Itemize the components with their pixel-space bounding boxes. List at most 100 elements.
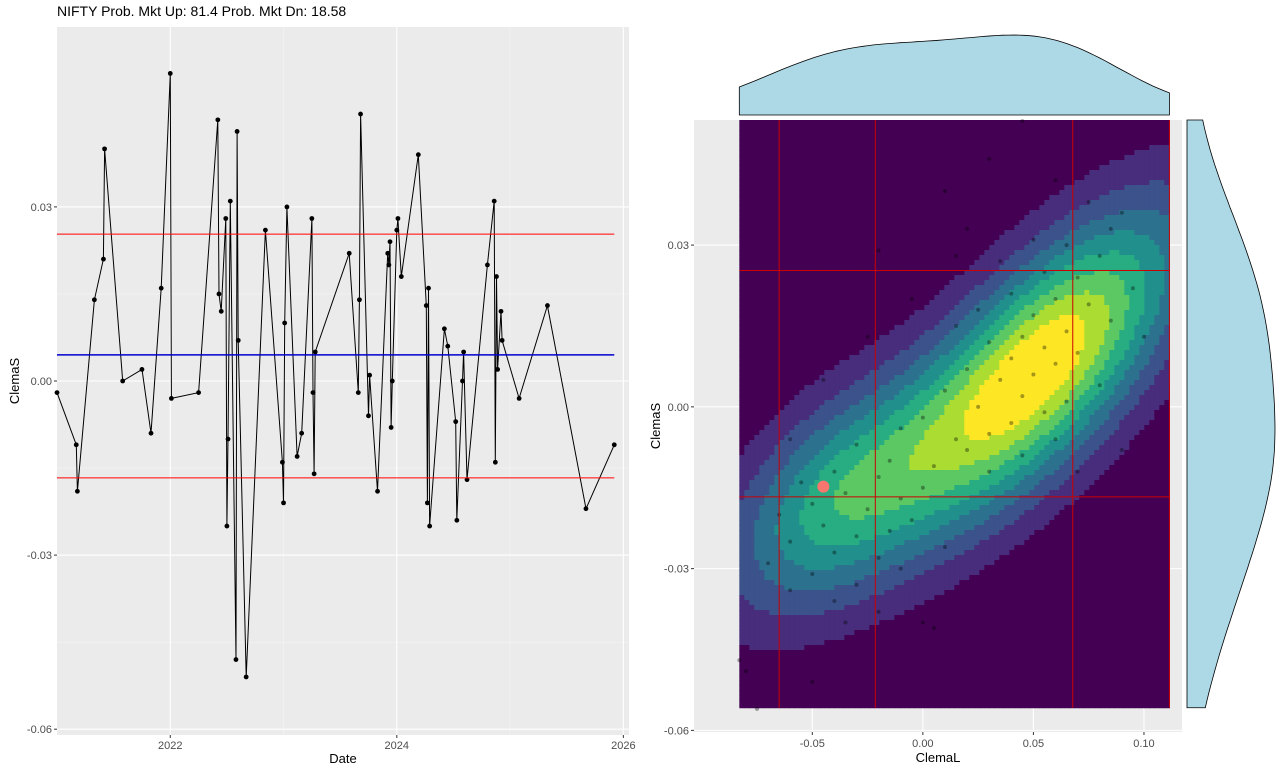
- density-cell: [924, 215, 930, 221]
- density-cell: [919, 590, 925, 596]
- density-cell: [824, 230, 830, 236]
- density-cell: [859, 190, 865, 196]
- density-cell: [764, 505, 770, 511]
- density-cell: [769, 400, 775, 406]
- density-cell: [814, 510, 820, 516]
- density-cell: [849, 570, 855, 576]
- density-cell: [849, 515, 855, 521]
- density-cell: [809, 280, 815, 286]
- density-cell: [754, 130, 760, 136]
- density-cell: [884, 390, 890, 396]
- density-cell: [929, 660, 935, 666]
- density-cell: [744, 175, 750, 181]
- density-cell: [939, 625, 945, 631]
- density-cell: [929, 150, 935, 156]
- density-cell: [769, 355, 775, 361]
- density-cell: [889, 310, 895, 316]
- density-cell: [769, 340, 775, 346]
- density-cell: [759, 275, 765, 281]
- density-cell: [899, 220, 905, 226]
- density-cell: [889, 380, 895, 386]
- density-cell: [814, 225, 820, 231]
- density-cell: [839, 450, 845, 456]
- density-cell: [744, 245, 750, 251]
- density-cell: [914, 500, 920, 506]
- density-cell: [809, 630, 815, 636]
- density-cell: [794, 560, 800, 566]
- data-point: [294, 454, 300, 459]
- density-cell: [824, 630, 830, 636]
- density-cell: [839, 375, 845, 381]
- density-cell: [909, 505, 915, 511]
- density-cell: [904, 340, 910, 346]
- density-cell: [754, 295, 760, 301]
- density-cell: [939, 480, 945, 486]
- density-cell: [864, 200, 870, 206]
- density-cell: [919, 620, 925, 626]
- density-cell: [799, 420, 805, 426]
- density-cell: [784, 180, 790, 186]
- density-cell: [829, 300, 835, 306]
- density-cell: [824, 535, 830, 541]
- density-cell: [904, 415, 910, 421]
- density-cell: [744, 545, 750, 551]
- density-cell: [769, 145, 775, 151]
- density-cell: [849, 285, 855, 291]
- density-cell: [924, 705, 930, 709]
- density-cell: [884, 680, 890, 686]
- density-cell: [814, 125, 820, 131]
- x-tick-label: 2024: [385, 740, 409, 752]
- density-cell: [814, 685, 820, 691]
- density-cell: [764, 260, 770, 266]
- density-cell: [794, 400, 800, 406]
- density-cell: [799, 140, 805, 146]
- density-cell: [919, 535, 925, 541]
- density-cell: [939, 600, 945, 606]
- density-cell: [794, 130, 800, 136]
- density-cell: [879, 505, 885, 511]
- density-cell: [874, 670, 880, 676]
- density-cell: [859, 245, 865, 251]
- density-cell: [844, 430, 850, 436]
- density-cell: [859, 685, 865, 691]
- density-cell: [839, 640, 845, 646]
- density-cell: [859, 295, 865, 301]
- density-cell: [829, 585, 835, 591]
- density-cell: [839, 425, 845, 431]
- density-cell: [934, 465, 940, 471]
- density-cell: [859, 480, 865, 486]
- density-cell: [899, 125, 905, 131]
- density-cell: [774, 530, 780, 536]
- density-cell: [904, 570, 910, 576]
- density-cell: [834, 545, 840, 551]
- density-cell: [904, 230, 910, 236]
- density-cell: [864, 500, 870, 506]
- density-cell: [874, 265, 880, 271]
- density-cell: [779, 370, 785, 376]
- density-cell: [899, 185, 905, 191]
- density-cell: [784, 370, 790, 376]
- density-cell: [774, 705, 780, 709]
- density-cell: [889, 250, 895, 256]
- density-cell: [904, 375, 910, 381]
- density-cell: [864, 230, 870, 236]
- density-cell: [849, 675, 855, 681]
- density-cell: [779, 375, 785, 381]
- density-cell: [749, 340, 755, 346]
- density-cell: [879, 330, 885, 336]
- density-cell: [874, 185, 880, 191]
- density-cell: [894, 440, 900, 446]
- density-cell: [934, 445, 940, 451]
- density-cell: [829, 305, 835, 311]
- density-cell: [779, 490, 785, 496]
- data-point: [91, 297, 97, 303]
- density-cell: [834, 455, 840, 461]
- density-cell: [869, 315, 875, 321]
- density-cell: [739, 365, 745, 371]
- density-cell: [874, 375, 880, 381]
- density-cell: [924, 555, 930, 561]
- density-cell: [809, 620, 815, 626]
- density-cell: [869, 460, 875, 466]
- density-cell: [754, 470, 760, 476]
- density-cell: [849, 465, 855, 471]
